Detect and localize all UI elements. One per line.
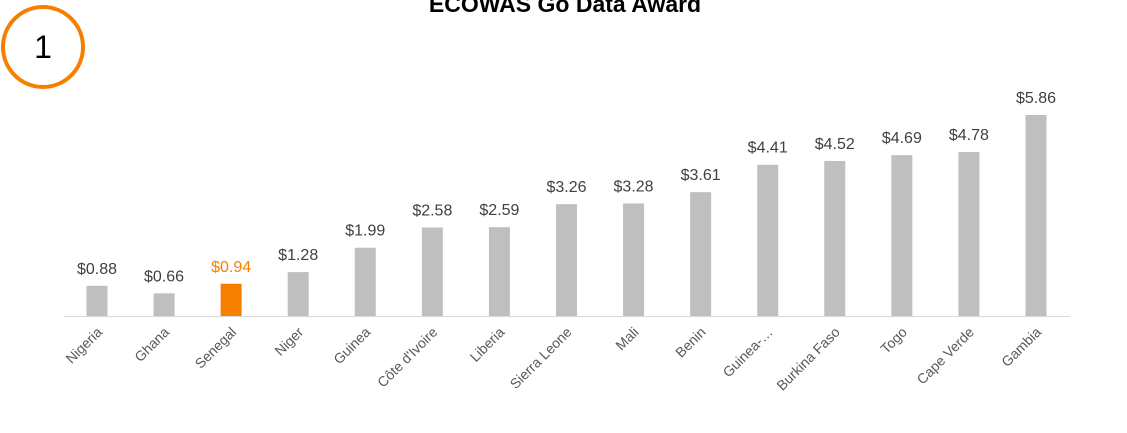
bar [354, 247, 376, 316]
badge-circle [1, 5, 85, 89]
bar [220, 283, 242, 316]
x-tick-label: Sierra Leone [507, 324, 575, 392]
value-label: $3.26 [546, 179, 586, 196]
bar [891, 155, 913, 316]
bar [421, 227, 443, 316]
bar [623, 203, 645, 316]
bar [488, 227, 510, 316]
value-label: $1.28 [278, 247, 318, 264]
value-label: $4.52 [815, 136, 855, 153]
value-label: $3.61 [681, 167, 721, 184]
x-tick-label: Gambia [998, 324, 1044, 370]
value-label: $2.58 [412, 203, 452, 220]
value-label: $1.99 [345, 223, 385, 240]
chart-title: ECOWAS Go Data Award [429, 0, 701, 17]
x-tick-label: Ghana [131, 324, 172, 365]
x-tick-label: Liberia [467, 324, 508, 365]
badge-number: 1 [34, 29, 52, 65]
value-label: $0.88 [77, 261, 117, 278]
x-tick-label: Benin [672, 324, 709, 361]
x-tick-label: Burkina Faso [773, 324, 843, 394]
x-tick-label: Guinea-… [719, 324, 775, 380]
value-label: $0.94 [211, 259, 251, 276]
value-label: $5.86 [1016, 90, 1056, 107]
bar [287, 272, 309, 316]
x-tick-label: Niger [271, 324, 306, 359]
value-label: $4.41 [748, 140, 788, 157]
x-tick-label: Mali [612, 324, 641, 353]
value-label: $2.59 [479, 202, 519, 219]
bar [86, 285, 108, 316]
bar [555, 204, 577, 316]
bar [958, 152, 980, 316]
x-tick-label: Guinea [330, 324, 373, 367]
value-label: $4.78 [949, 127, 989, 144]
bar [690, 192, 712, 316]
x-tick-label: Nigeria [62, 324, 105, 367]
bar [757, 164, 779, 316]
bar [824, 160, 846, 316]
x-tick-label: Côte d'Ivoire [374, 324, 441, 391]
x-tick-label: Cape Verde [913, 324, 977, 388]
value-label: $4.69 [882, 130, 922, 147]
x-tick-label: Togo [877, 324, 910, 357]
value-label: $3.28 [614, 178, 654, 195]
bar [1025, 115, 1047, 316]
x-tick-label: Senegal [192, 324, 240, 372]
value-label: $0.66 [144, 268, 184, 285]
bar [153, 293, 175, 316]
